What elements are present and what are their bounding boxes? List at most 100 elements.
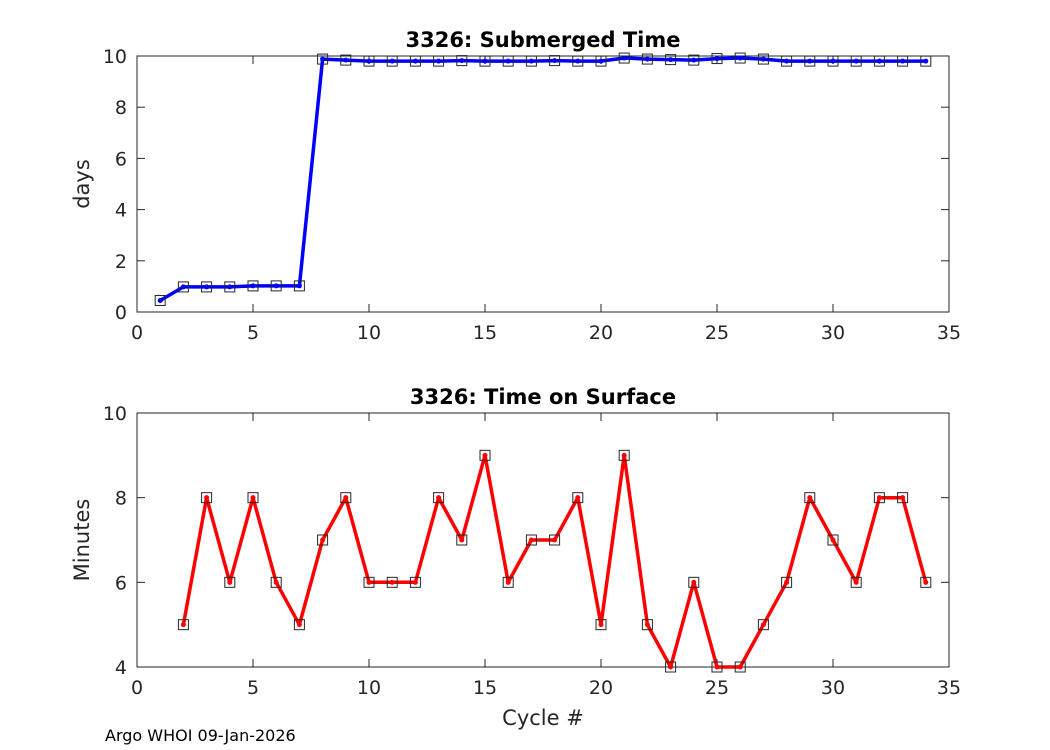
data-point-dot (853, 58, 859, 64)
y-tick-label: 0 (115, 302, 127, 324)
data-point-dot (528, 58, 534, 64)
data-point-dot (737, 55, 743, 61)
data-point-dot (691, 579, 697, 585)
chart-title: 3326: Submerged Time (405, 28, 680, 52)
data-point-marker (595, 619, 607, 631)
data-point-dot (691, 57, 697, 63)
data-point-dot (343, 495, 349, 501)
data-point-marker (177, 281, 189, 293)
data-point-marker (572, 492, 584, 504)
x-tick-label: 35 (937, 322, 961, 344)
data-point-dot (296, 283, 302, 289)
data-point-dot (227, 284, 233, 290)
data-point-marker (386, 576, 398, 588)
data-point-marker (665, 661, 677, 673)
data-point-dot (482, 58, 488, 64)
data-point-dot (923, 579, 929, 585)
data-point-dot (644, 622, 650, 628)
data-point-dot (505, 579, 511, 585)
data-point-marker (270, 280, 282, 292)
footer-text: Argo WHOI 09-Jan-2026 (105, 726, 296, 745)
data-point-dot (876, 495, 882, 501)
data-point-marker (641, 619, 653, 631)
data-point-dot (923, 58, 929, 64)
y-tick-label: 8 (115, 97, 127, 119)
data-point-marker (688, 576, 700, 588)
x-tick-label: 5 (247, 322, 259, 344)
data-point-marker (456, 534, 468, 546)
y-tick-label: 4 (115, 200, 127, 222)
data-point-marker (757, 619, 769, 631)
data-point-marker (340, 492, 352, 504)
data-point-marker (293, 280, 305, 292)
data-point-marker (734, 661, 746, 673)
data-point-dot (459, 58, 465, 64)
data-point-dot (436, 58, 442, 64)
y-tick-label: 6 (115, 572, 127, 594)
data-point-dot (900, 495, 906, 501)
data-point-marker (154, 294, 166, 306)
submerged-time-axes: 0 5 10 15 20 25 30 35 0 2 4 6 8 10 3326: Submerged Tim… (70, 28, 961, 344)
data-point-marker (920, 55, 932, 67)
data-point-dot (900, 58, 906, 64)
data-point-dot (552, 537, 558, 543)
data-point-dot (482, 452, 488, 458)
data-point-marker (409, 55, 421, 67)
data-point-dot (714, 664, 720, 670)
data-point-marker (711, 661, 723, 673)
data-point-dot (412, 58, 418, 64)
data-point-dot (320, 537, 326, 543)
x-tick-label: 25 (705, 677, 729, 699)
x-tick-label: 35 (937, 677, 961, 699)
x-tick-label: 20 (589, 677, 613, 699)
data-point-marker (317, 534, 329, 546)
data-point-dot (389, 579, 395, 585)
y-tick-label: 10 (103, 403, 127, 425)
data-point-dot (668, 57, 674, 63)
data-point-marker (873, 55, 885, 67)
data-point-marker (247, 280, 259, 292)
data-point-dot (737, 664, 743, 670)
x-tick-label: 5 (247, 677, 259, 699)
data-point-dot (389, 58, 395, 64)
data-point-marker (850, 576, 862, 588)
data-point-dot (830, 58, 836, 64)
data-point-dot (204, 284, 210, 290)
y-axis-label: Minutes (70, 499, 94, 582)
data-point-marker (525, 534, 537, 546)
axes-frame (136, 55, 950, 313)
series-line (159, 56, 926, 303)
data-point-marker (804, 492, 816, 504)
data-point-marker (711, 53, 723, 65)
data-point-marker (502, 55, 514, 67)
data-point-marker (433, 55, 445, 67)
data-point-dot (621, 55, 627, 61)
x-tick-label: 20 (589, 322, 613, 344)
x-tick-label: 30 (821, 677, 845, 699)
y-tick-label: 2 (115, 251, 127, 273)
data-point-marker (734, 52, 746, 64)
data-point-marker (201, 492, 213, 504)
data-point-marker (827, 534, 839, 546)
x-tick-label: 0 (131, 677, 143, 699)
data-point-marker (897, 492, 909, 504)
data-point-dot (320, 56, 326, 62)
data-point-dot (621, 452, 627, 458)
data-point-marker (781, 55, 793, 67)
data-point-marker (595, 55, 607, 67)
data-point-dot (227, 579, 233, 585)
data-point-marker (201, 281, 213, 293)
data-point-marker (850, 55, 862, 67)
data-point-marker (873, 492, 885, 504)
x-tick-label: 15 (473, 322, 497, 344)
data-point-marker (757, 53, 769, 65)
data-point-marker (525, 55, 537, 67)
data-point-marker (317, 53, 329, 65)
data-point-dot (598, 58, 604, 64)
data-point-marker (247, 492, 259, 504)
data-point-marker (641, 53, 653, 65)
surface-time-axes: 0 5 10 15 20 25 30 35 4 6 8 10 3326: Time on Surface… (70, 385, 961, 730)
data-point-dot (714, 56, 720, 62)
data-point-marker (827, 55, 839, 67)
